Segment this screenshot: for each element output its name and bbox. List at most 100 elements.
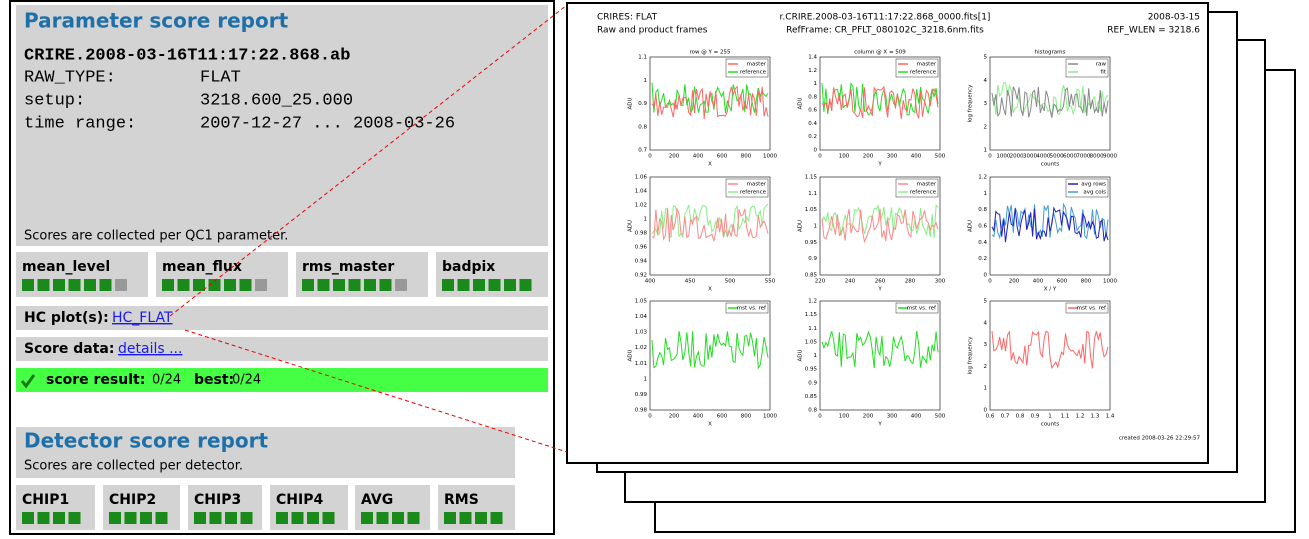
- y-tick-label: 1: [814, 224, 818, 230]
- score-ok: [392, 512, 404, 524]
- legend-box: [725, 302, 769, 314]
- x-tick-label: 2000: [1010, 154, 1024, 160]
- page-header: 2008-03-15: [1148, 13, 1200, 23]
- trace: [821, 330, 939, 369]
- score-ok: [109, 512, 121, 524]
- y-tick-label: 0.95: [805, 367, 818, 373]
- x-tick-label: 450: [685, 279, 696, 285]
- page-header: REF_WLEN = 3218.6: [1107, 26, 1200, 36]
- y-tick-label: 0: [984, 273, 988, 279]
- y-tick-label: 1.02: [635, 345, 647, 351]
- result-bar: [16, 368, 548, 392]
- x-tick-label: 500: [935, 154, 946, 160]
- x-tick-label: 1000: [763, 154, 777, 160]
- note: Scores are collected per detector.: [24, 459, 243, 474]
- score-ok: [307, 512, 319, 524]
- legend-label: raw: [1096, 62, 1107, 68]
- legend-label: master: [747, 62, 767, 68]
- legend-label: reference: [740, 70, 767, 76]
- x-tick-label: 5000: [1050, 154, 1064, 160]
- score-ok: [140, 512, 152, 524]
- score-name: mean_flux: [162, 259, 242, 275]
- trace: [991, 86, 1109, 118]
- y-tick-label: 1.05: [635, 299, 648, 305]
- legend-label: mst vs. ref: [1077, 306, 1107, 312]
- score-fail: [115, 279, 127, 291]
- y-tick-label: 0.7: [638, 148, 647, 154]
- trace: [651, 85, 769, 120]
- score-ok: [208, 279, 221, 291]
- score-ok: [124, 512, 137, 524]
- page-header: r.CRIRE.2008-03-16T11:17:22.868_0000.fit…: [780, 13, 991, 23]
- legend-label: master: [917, 182, 937, 188]
- score-ok: [364, 279, 376, 291]
- trace: [821, 85, 939, 119]
- x-tick-label: 300: [887, 414, 898, 420]
- y-tick-label: 1.2: [808, 68, 817, 74]
- y-tick-label: 5: [984, 55, 988, 61]
- x-tick-label: 400: [911, 154, 922, 160]
- score-ok: [155, 512, 168, 524]
- y-tick-label: 0.8: [808, 94, 817, 100]
- score-name: mean_level: [22, 259, 110, 275]
- x-tick-label: 1.3: [1091, 414, 1100, 420]
- score-ok: [84, 279, 96, 291]
- score-name: AVG: [361, 492, 393, 508]
- x-tick-label: 0: [818, 154, 822, 160]
- score-ok: [68, 279, 81, 291]
- score-ok: [99, 279, 112, 291]
- x-tick-label: 800: [1081, 279, 1092, 285]
- y-tick-label: 1: [984, 148, 988, 154]
- score-ok: [473, 279, 485, 291]
- trace: [821, 208, 939, 244]
- y-tick-label: 0.92: [635, 273, 647, 279]
- y-tick-label: 0.96: [635, 245, 648, 251]
- x-tick-label: 1.4: [1106, 414, 1115, 420]
- y-tick-label: 1: [814, 81, 818, 87]
- score-ok: [459, 512, 472, 524]
- file-name: CRIRE.2008-03-16T11:17:22.868.ab: [24, 46, 350, 65]
- score-ok: [162, 279, 174, 291]
- x-tick-label: 200: [669, 414, 680, 420]
- x-tick-label: 100: [839, 154, 850, 160]
- score-ok: [317, 279, 330, 291]
- x-tick-label: 400: [693, 414, 704, 420]
- score-ok: [239, 279, 252, 291]
- x-label: counts: [1041, 422, 1060, 428]
- score-ok: [376, 512, 389, 524]
- y-tick-label: 0.8: [808, 408, 817, 414]
- score-ok: [488, 279, 501, 291]
- legend-label: mst vs. ref: [907, 306, 937, 312]
- score-ok: [407, 512, 420, 524]
- y-tick-label: 0.2: [978, 256, 987, 262]
- trace: [991, 202, 1109, 240]
- y-tick-label: 5: [984, 299, 988, 305]
- trace: [651, 203, 769, 239]
- x-tick-label: 260: [875, 279, 886, 285]
- detector-block: [16, 427, 515, 478]
- x-tick-label: 600: [1057, 279, 1068, 285]
- y-label: ADU: [798, 220, 804, 232]
- score-ok: [53, 512, 65, 524]
- link[interactable]: details ...: [118, 341, 182, 357]
- score-ok: [177, 279, 190, 291]
- y-label: log frequency: [968, 336, 974, 374]
- plot-title: histograms: [1035, 50, 1066, 56]
- x-tick-label: 1000: [1103, 279, 1117, 285]
- plot-title: column @ X = 509: [854, 50, 906, 56]
- link[interactable]: HC_FLAT: [112, 310, 173, 326]
- y-tick-label: 0.4: [808, 121, 817, 127]
- x-tick-label: 6000: [1063, 154, 1077, 160]
- y-tick-label: 1: [644, 78, 648, 84]
- score-ok: [379, 279, 392, 291]
- score-ok: [457, 279, 470, 291]
- x-tick-label: 220: [815, 279, 826, 285]
- x-tick-label: 1.1: [1061, 414, 1070, 420]
- y-tick-label: 1.06: [635, 175, 648, 181]
- y-label: log frequency: [968, 84, 974, 122]
- score-ok: [22, 279, 34, 291]
- y-tick-label: 3: [984, 342, 988, 348]
- note: Scores are collected per QC1 parameter.: [24, 229, 288, 244]
- score-ok: [442, 279, 454, 291]
